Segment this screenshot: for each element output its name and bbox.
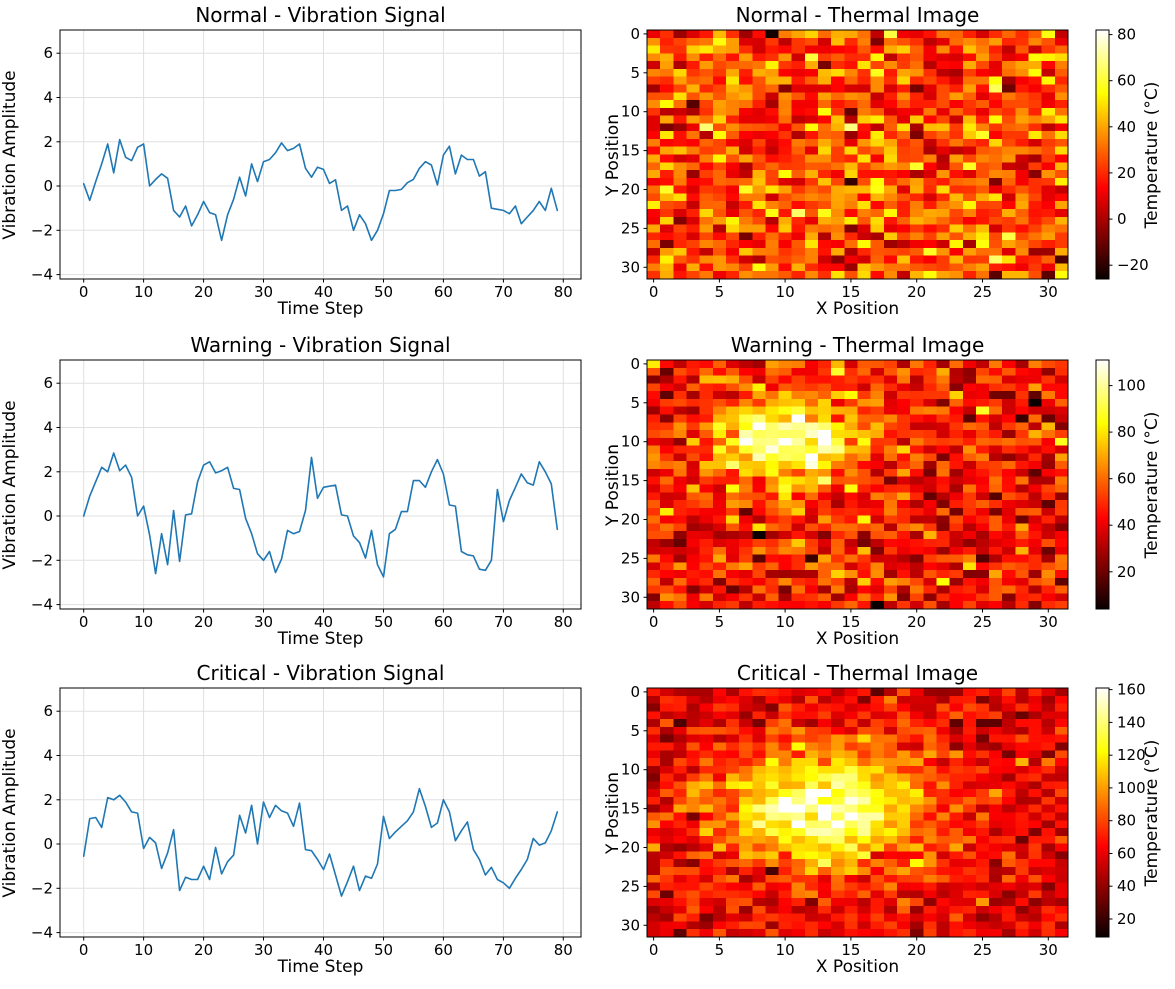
svg-text:0: 0 [1117, 210, 1127, 228]
svg-text:0: 0 [630, 683, 640, 701]
svg-text:2: 2 [43, 791, 53, 809]
svg-text:−2: −2 [31, 879, 53, 897]
svg-text:6: 6 [43, 374, 53, 392]
y-axis-label: Y Position [603, 113, 623, 196]
svg-text:5: 5 [630, 394, 640, 412]
svg-text:60: 60 [1117, 845, 1136, 863]
svg-text:80: 80 [1117, 812, 1136, 830]
svg-text:80: 80 [1117, 423, 1136, 441]
x-axis-label: Time Step [277, 957, 364, 977]
svg-text:40: 40 [1117, 516, 1136, 534]
svg-text:2: 2 [43, 463, 53, 481]
svg-text:4: 4 [43, 419, 53, 437]
chart-title-critical-thermal: Critical - Thermal Image [736, 661, 979, 685]
svg-text:160: 160 [1117, 681, 1146, 699]
svg-text:−4: −4 [31, 596, 53, 614]
y-axis-label: Vibration Amplitude [0, 399, 20, 570]
thermal-image-critical [647, 688, 1068, 937]
svg-text:0: 0 [43, 177, 53, 195]
chart-title-critical-vibration: Critical - Vibration Signal [196, 661, 445, 685]
svg-text:0: 0 [630, 25, 640, 43]
y-axis-label: Y Position [603, 771, 623, 854]
svg-text:0: 0 [43, 507, 53, 525]
svg-text:60: 60 [1117, 470, 1136, 488]
colorbar-warning [1096, 360, 1109, 609]
y-axis-label: Vibration Amplitude [0, 69, 20, 240]
thermal-image-warning [647, 360, 1068, 609]
x-axis-label: Time Step [277, 629, 364, 649]
svg-text:−4: −4 [31, 924, 53, 942]
x-axis-label: X Position [815, 629, 900, 649]
svg-text:20: 20 [1117, 563, 1136, 581]
svg-text:−2: −2 [31, 221, 53, 239]
svg-text:0: 0 [630, 355, 640, 373]
chart-title-warning-thermal: Warning - Thermal Image [730, 333, 985, 357]
svg-text:−2: −2 [31, 551, 53, 569]
colorbar-label: Temperature (°C) [1142, 739, 1162, 886]
svg-text:4: 4 [43, 89, 53, 107]
x-axis-label: Time Step [277, 299, 364, 319]
svg-text:20: 20 [1117, 164, 1136, 182]
svg-text:40: 40 [1117, 118, 1136, 136]
chart-title-normal-thermal: Normal - Thermal Image [735, 3, 980, 27]
x-axis-label: X Position [815, 957, 900, 977]
colorbar-critical [1096, 688, 1109, 937]
chart-title-warning-vibration: Warning - Vibration Signal [190, 333, 451, 357]
svg-text:40: 40 [1117, 877, 1136, 895]
y-axis-label: Y Position [603, 443, 623, 526]
svg-text:5: 5 [630, 64, 640, 82]
svg-text:20: 20 [1117, 910, 1136, 928]
chart-title-normal-vibration: Normal - Vibration Signal [195, 3, 446, 27]
x-axis-label: X Position [815, 299, 900, 319]
svg-text:80: 80 [1117, 26, 1136, 44]
y-axis-label: Vibration Amplitude [0, 727, 20, 898]
svg-text:60: 60 [1117, 72, 1136, 90]
colorbar-label: Temperature (°C) [1142, 81, 1162, 228]
svg-text:−4: −4 [31, 266, 53, 284]
svg-text:6: 6 [43, 44, 53, 62]
thermal-image-normal [647, 30, 1068, 279]
colorbar-normal [1096, 30, 1109, 279]
svg-text:4: 4 [43, 747, 53, 765]
colorbar-label: Temperature (°C) [1142, 411, 1162, 558]
svg-text:0: 0 [43, 835, 53, 853]
svg-text:6: 6 [43, 702, 53, 720]
svg-text:2: 2 [43, 133, 53, 151]
svg-text:5: 5 [630, 722, 640, 740]
